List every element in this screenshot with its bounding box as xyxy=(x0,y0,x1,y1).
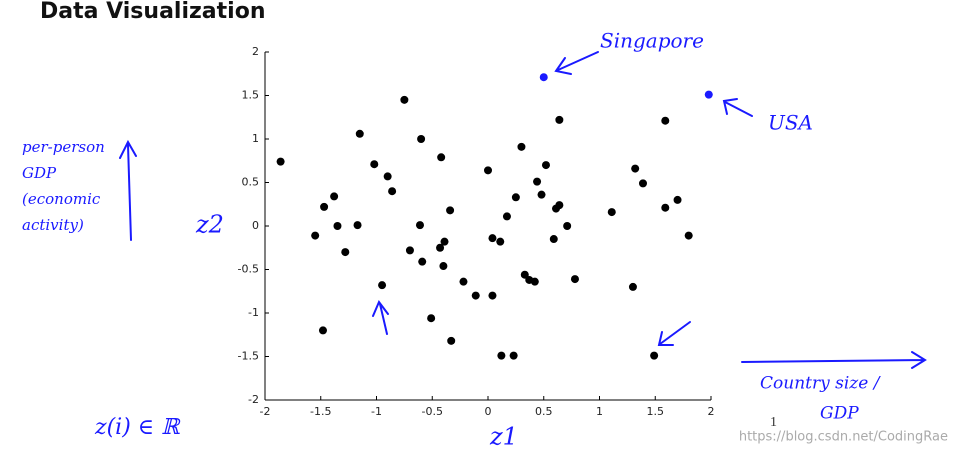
y-note: per-person xyxy=(22,138,105,156)
point xyxy=(502,212,511,221)
point xyxy=(541,161,550,170)
point xyxy=(638,179,647,188)
point xyxy=(440,237,449,246)
point xyxy=(311,231,320,240)
point xyxy=(497,351,506,360)
x-tick-label: 2 xyxy=(708,405,715,418)
y-tick-label: 0 xyxy=(252,219,259,232)
point xyxy=(400,95,409,104)
x-arrow xyxy=(741,351,927,369)
y-tick-label: -2 xyxy=(248,393,259,406)
point xyxy=(533,177,542,186)
x-tick-label: 1 xyxy=(596,405,603,418)
watermark: https://blog.csdn.net/CodingRae xyxy=(739,430,948,445)
y-tick-label: -1.5 xyxy=(238,350,259,363)
point xyxy=(650,351,659,360)
point xyxy=(488,291,497,300)
point xyxy=(673,195,682,204)
highlight-point xyxy=(539,73,548,82)
y-arrow xyxy=(119,139,137,241)
y-tick-label: 1.5 xyxy=(242,89,260,102)
point xyxy=(355,129,364,138)
y-note: (economic xyxy=(22,190,101,208)
point xyxy=(607,208,616,217)
point xyxy=(439,262,448,271)
x-tick-label: -1 xyxy=(371,405,382,418)
point xyxy=(418,257,427,266)
point xyxy=(459,277,468,286)
outlier-arrow xyxy=(657,321,691,346)
point xyxy=(383,172,392,181)
slide-title: Data Visualization xyxy=(40,0,265,24)
y-tick-label: 2 xyxy=(252,45,259,58)
point xyxy=(415,221,424,230)
point xyxy=(370,160,379,169)
point xyxy=(537,190,546,199)
x-tick-label: -1.5 xyxy=(310,405,331,418)
point xyxy=(341,248,350,257)
point xyxy=(511,193,520,202)
y-tick-label: 1 xyxy=(252,132,259,145)
point xyxy=(427,314,436,323)
singapore-arrow xyxy=(554,51,599,75)
y-tick-label: 0.5 xyxy=(242,176,260,189)
point xyxy=(631,164,640,173)
y-tick-label: -1 xyxy=(248,306,259,319)
point xyxy=(471,291,480,300)
x-axis-label: z1 xyxy=(489,423,518,451)
point xyxy=(436,243,445,252)
point xyxy=(446,206,455,215)
point xyxy=(320,202,329,211)
point xyxy=(417,135,426,143)
point xyxy=(484,166,492,175)
point xyxy=(488,234,497,243)
point xyxy=(437,153,446,162)
point xyxy=(520,270,529,279)
usa-arrow xyxy=(722,98,753,117)
y-tick-label: -0.5 xyxy=(238,263,259,276)
point xyxy=(353,221,362,230)
x-tick-label: 0 xyxy=(485,405,492,418)
point xyxy=(530,277,539,286)
point xyxy=(318,326,327,335)
point xyxy=(276,157,285,166)
point xyxy=(517,142,526,151)
annotation-label: Singapore xyxy=(600,29,704,53)
y-axis-label: z2 xyxy=(195,211,224,239)
annotation-label: USA xyxy=(768,111,813,135)
y-note: GDP xyxy=(22,164,57,182)
point xyxy=(555,115,564,124)
point xyxy=(388,187,397,196)
point xyxy=(563,222,572,230)
point xyxy=(555,201,564,210)
x-tick-label: -2 xyxy=(260,405,271,418)
point xyxy=(447,336,456,345)
point xyxy=(330,192,339,201)
point xyxy=(509,351,518,360)
point xyxy=(661,116,670,125)
x-note: Country size / xyxy=(760,374,882,394)
set-note: z(i) ∈ ℝ xyxy=(94,415,181,440)
x-note: GDP xyxy=(820,404,859,424)
point xyxy=(661,203,670,212)
point xyxy=(378,281,387,290)
x-tick-label: 0.5 xyxy=(535,405,553,418)
x-tick-label: 1.5 xyxy=(647,405,665,418)
point xyxy=(333,222,342,230)
x-tick-label: -0.5 xyxy=(422,405,443,418)
highlight-point xyxy=(704,90,713,99)
outlier-arrow xyxy=(372,300,389,335)
point xyxy=(684,231,693,240)
point xyxy=(570,275,579,284)
point xyxy=(496,237,505,246)
page-number: 1 xyxy=(770,415,777,430)
y-note: activity) xyxy=(22,216,84,234)
point xyxy=(628,282,637,291)
point xyxy=(405,246,414,255)
point xyxy=(549,235,558,244)
